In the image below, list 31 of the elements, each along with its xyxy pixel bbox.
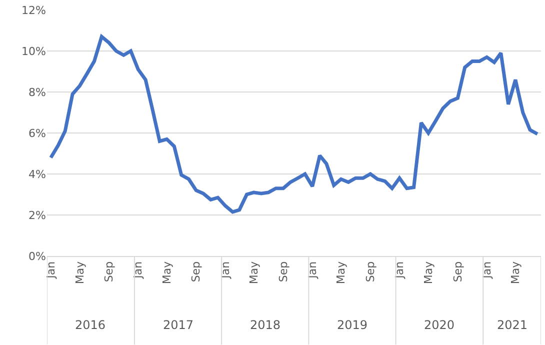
x-tick-label: May xyxy=(509,260,522,284)
x-tick-label: Sep xyxy=(364,261,377,282)
x-tick-label: May xyxy=(73,260,86,284)
x-tick-label: Jan xyxy=(306,261,319,280)
x-tick-label: Sep xyxy=(451,261,464,282)
y-tick-label: 2% xyxy=(28,208,46,222)
x-tick-label: Jan xyxy=(393,261,406,280)
x-tick-label: May xyxy=(160,260,174,284)
line-series xyxy=(49,34,540,214)
x-tick-label: Jan xyxy=(132,261,145,280)
x-tick-label: Sep xyxy=(102,261,116,282)
text: 2019 xyxy=(337,318,368,332)
y-tick-label: 6% xyxy=(28,126,46,140)
y-tick-label: 0% xyxy=(28,250,46,263)
x-tick-label: Jan xyxy=(44,261,58,280)
text: 2018 xyxy=(250,318,281,332)
text: 2021 xyxy=(497,318,528,332)
x-tick-label: Sep xyxy=(190,261,203,282)
y-tick-label: 12% xyxy=(22,4,46,17)
x-tick-label: Sep xyxy=(276,261,290,282)
text: 2020 xyxy=(424,318,455,332)
x-tick-label: May xyxy=(334,260,348,284)
x-tick-label: Jan xyxy=(480,261,494,280)
x-tick-label: May xyxy=(247,260,260,284)
x-tick-label: Jan xyxy=(218,261,232,280)
y-tick-label: 8% xyxy=(28,86,46,99)
y-tick-label: 4% xyxy=(28,168,46,181)
text: 2017 xyxy=(163,318,194,332)
x-tick-label: May xyxy=(422,260,435,284)
text: 2016 xyxy=(75,318,106,332)
y-tick-label: 10% xyxy=(22,44,46,58)
